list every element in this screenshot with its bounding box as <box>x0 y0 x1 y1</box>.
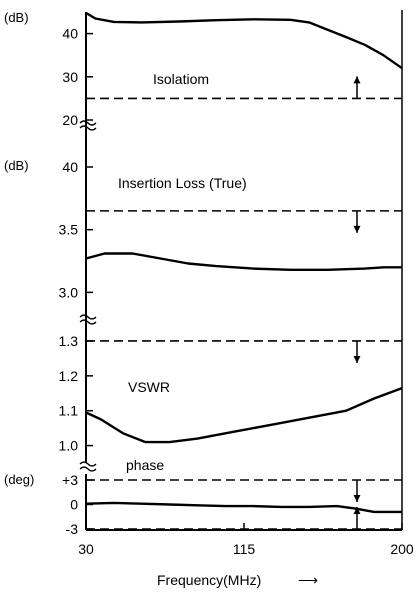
vswr-ytick-label: 1.2 <box>59 368 79 384</box>
x-tick-label: 200 <box>390 541 414 557</box>
isolation-ytick-label: 40 <box>62 26 78 42</box>
insertion-loss-unit-label: (dB) <box>4 158 29 173</box>
vswr-series-label: VSWR <box>128 379 170 395</box>
insertion-loss-ytick-label: 40 <box>62 159 78 175</box>
isolation-series-label: Isolatiom <box>153 71 209 87</box>
insertion-loss-series-label: Insertion Loss (True) <box>118 175 247 191</box>
insertion-loss-limit-arrowhead <box>353 225 361 233</box>
insertion-loss-ytick-label: 3.5 <box>59 222 79 238</box>
vswr-ytick-label: 1.1 <box>59 403 79 419</box>
vswr-ytick-label: 1.3 <box>59 333 79 349</box>
panel-phase: +3 0 -3 (deg) phase <box>4 457 402 537</box>
phase-ytick-label: +3 <box>62 472 78 488</box>
axis-break-1 <box>79 120 97 131</box>
panel-vswr: 1.3 1.2 1.1 1.0 VSWR <box>59 333 403 454</box>
isolation-unit-label: (dB) <box>4 10 29 25</box>
panel-isolation: 40 30 20 (dB) Isolatiom <box>4 10 403 128</box>
phase-ytick-label: 0 <box>70 497 78 513</box>
axis-break-3 <box>79 461 97 472</box>
phase-ytick-label: -3 <box>66 521 79 537</box>
axis-break-2 <box>79 314 97 325</box>
phase-series-label: phase <box>126 457 164 473</box>
isolation-ytick-label: 30 <box>62 69 78 85</box>
x-axis-title: Frequency(MHz) ⟶ <box>157 572 318 588</box>
panel-insertion-loss: 40 3.5 3.0 (dB) Insertion Loss (True) <box>4 158 402 300</box>
vswr-limit-arrowhead <box>353 355 361 363</box>
isolation-curve <box>85 11 403 70</box>
insertion-loss-ytick-label: 3.0 <box>59 284 79 300</box>
x-axis-arrow: ⟶ <box>298 572 318 588</box>
vswr-ytick-label: 1.0 <box>59 438 79 454</box>
insertion-loss-curve <box>85 252 402 271</box>
isolation-ytick-label: 20 <box>62 112 78 128</box>
isolation-limit-arrowhead <box>353 76 361 84</box>
x-tick-label: 115 <box>233 541 256 557</box>
x-axis-ticks: 30 115 200 <box>78 523 414 557</box>
x-tick-label: 30 <box>78 541 94 557</box>
phase-unit-label: (deg) <box>4 472 34 487</box>
phase-limit-arrowhead <box>353 507 361 514</box>
vswr-curve <box>85 386 403 444</box>
x-axis-label: Frequency(MHz) <box>157 572 261 588</box>
phase-limit-arrowhead <box>353 495 361 502</box>
chart-panels: 40 30 20 (dB) Isolatiom 40 3.5 3.0 (dB) Insertion… <box>4 10 403 537</box>
phase-curve <box>85 501 402 514</box>
